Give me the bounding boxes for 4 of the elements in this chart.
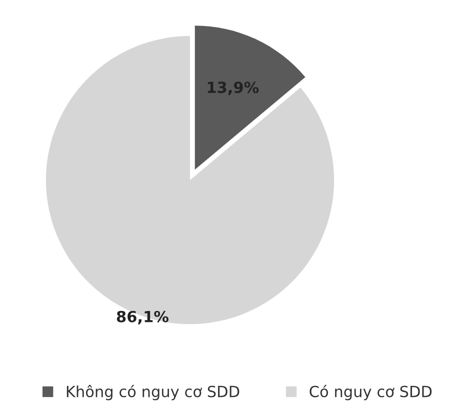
data-label: 86,1%	[116, 310, 168, 324]
data-label: 13,9%	[208, 82, 259, 96]
legend-label: Có nguy cơ SDD	[310, 384, 432, 400]
legend-label: Không có nguy cơ SDD	[66, 384, 240, 400]
